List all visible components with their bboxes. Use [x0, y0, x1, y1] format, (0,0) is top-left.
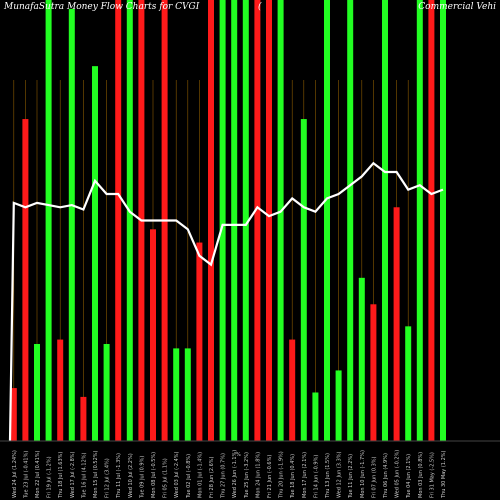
x-tick-label: Thu 20 Jun (-1.9%)	[279, 451, 285, 499]
money-flow-bar	[405, 326, 412, 441]
money-flow-bar	[416, 0, 423, 441]
money-flow-line	[8, 161, 444, 442]
x-tick-label: Mon 17 Jun (2.1%)	[302, 452, 308, 498]
money-flow-bar	[428, 0, 435, 441]
money-flow-bar	[92, 66, 98, 442]
x-tick-label: Thu 30 May (1.2%)	[441, 450, 447, 499]
x-tick-label: Mon 22 Jul (0.41%)	[35, 450, 41, 498]
money-flow-bar	[440, 0, 446, 441]
x-tick-label: Thu 18 Jul (1.63%)	[58, 452, 64, 499]
money-flow-bar	[358, 277, 365, 441]
x-tick-label: Fri 19 Jul (-1.2%)	[47, 456, 53, 498]
x-tick-label: Wed 17 Jul (-2.8%)	[70, 451, 76, 498]
money-flow-bar	[126, 0, 133, 441]
money-flow-bar	[184, 348, 191, 441]
x-tick-label: Tue 25 Jun (-3.2%)	[244, 452, 250, 499]
money-flow-bar	[300, 119, 307, 441]
x-tick-label: Fri 05 Jul (1.1%)	[163, 458, 169, 498]
x-tick-label: Fri 14 Jun (-0.9%)	[313, 455, 319, 498]
x-tick-label: Wed 12 Jun (3.3%)	[337, 452, 343, 498]
chart-title-separator: (	[258, 2, 262, 12]
money-flow-bar	[254, 0, 261, 441]
money-flow-bar	[45, 0, 52, 441]
axis-percent-marker: %	[236, 452, 241, 458]
x-tick-label: Tue 16 Jul (4.12%)	[81, 452, 87, 499]
money-flow-bar	[150, 229, 156, 441]
money-flow-bar	[34, 343, 40, 441]
money-flow-bar	[208, 0, 214, 441]
money-flow-bar	[57, 339, 64, 441]
x-tick-label: Mon 15 Jul (0.52%)	[93, 450, 99, 498]
money-flow-bars	[10, 0, 446, 442]
money-flow-bar	[266, 0, 272, 441]
x-tick-label: Mon 24 Jun (1.8%)	[255, 452, 261, 498]
money-flow-bar	[231, 0, 238, 441]
money-flow-bar	[80, 396, 87, 441]
x-tick-label: Mon 10 Jun (-1.7%)	[360, 450, 366, 498]
money-flow-bar	[382, 0, 388, 441]
money-flow-bar	[277, 0, 284, 441]
x-tick-label: Wed 26 Jun (-1.1%)	[232, 450, 238, 498]
money-flow-bar	[68, 8, 75, 441]
money-flow-bar	[242, 0, 249, 441]
money-flow-bar	[196, 242, 203, 441]
money-flow-bar	[324, 0, 330, 441]
money-flow-bar	[22, 119, 29, 441]
x-tick-label: Tue 04 Jun (2.1%)	[406, 454, 412, 499]
money-flow-bar	[347, 0, 354, 441]
money-flow-bar	[312, 392, 319, 441]
x-tick-label: Wed 10 Jul (2.2%)	[128, 453, 134, 498]
x-tick-label: Fri 21 Jun (-0.6%)	[267, 455, 273, 498]
money-flow-bar	[115, 0, 122, 441]
money-flow-bar	[173, 348, 180, 441]
x-tick-label: Tue 02 Jul (-0.8%)	[186, 454, 192, 499]
x-tick-label: Fri 07 Jun (0.3%)	[371, 456, 377, 498]
money-flow-bar	[10, 388, 17, 441]
chart-title: MunafaSutra Money Flow Charts for CVGI	[4, 2, 200, 12]
x-tick-label: Tue 23 Jul (-0.41%)	[23, 451, 29, 499]
x-tick-label: Mon 03 Jun (0.8%)	[418, 452, 424, 498]
money-flow-bar	[370, 304, 377, 441]
x-tick-label: Fri 31 May (-2.5%)	[429, 452, 435, 498]
x-tick-label: Thu 11 Jul (-1.3%)	[116, 453, 122, 499]
money-flow-bar	[219, 0, 226, 441]
x-tick-label: Wed 03 Jul (-2.4%)	[174, 451, 180, 498]
x-tick-label: Thu 06 Jun (4.9%)	[383, 453, 389, 499]
x-tick-label: Thu 13 Jun (1.5%)	[325, 453, 331, 499]
chart-title-company: Commercial Vehi	[418, 2, 496, 12]
x-tick-label: Mon 01 Jul (-1.4%)	[197, 452, 203, 498]
money-flow-bar	[289, 339, 296, 441]
vertical-grid-lines	[13, 80, 444, 441]
money-flow-bar	[335, 370, 342, 441]
x-tick-label: Wed 24 Jul (1.24%)	[12, 450, 18, 498]
x-tick-label: Tue 09 Jul (0.9%)	[139, 456, 145, 499]
money-flow-bar	[103, 343, 110, 441]
x-tick-label: Mon 08 Jul (-0.5%)	[151, 452, 157, 498]
x-tick-label: Wed 05 Jun (-0.2%)	[395, 450, 401, 498]
x-tick-label: Tue 18 Jun (0.4%)	[290, 454, 296, 499]
x-tick-label: Thu 27 Jun (0.7%)	[221, 453, 227, 499]
money-flow-bar	[393, 207, 400, 441]
x-tick-label: Tue 11 Jun (2.2%)	[348, 454, 354, 499]
x-axis-tick-labels: Wed 24 Jul (1.24%) Tue 23 Jul (-0.41%) Mon…	[12, 450, 447, 499]
x-tick-label: Fri 28 Jun (2.6%)	[209, 456, 215, 498]
x-tick-label: Fri 12 Jul (3.4%)	[105, 458, 111, 498]
